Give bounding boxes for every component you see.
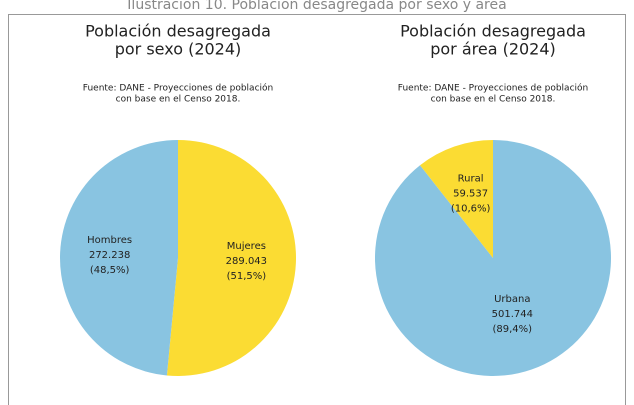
chart-title: por área (2024) [430,40,556,59]
slice-percent: (10,6%) [451,203,491,214]
frame [8,14,626,405]
chart-title: Población desagregada [85,22,271,41]
pie-slice [166,140,297,376]
chart-subtitle: Fuente: DANE - Proyecciones de población [83,83,273,94]
slice-value: 289.043 [226,256,267,267]
chart-title: por sexo (2024) [115,40,242,59]
slice-value: 501.744 [492,309,533,320]
caption: Ilustración 10. Población desagregada po… [127,0,506,13]
chart-title: Población desagregada [400,22,586,41]
slice-value: 272.238 [89,250,130,261]
chart-subtitle: con base en el Censo 2018. [116,95,241,105]
slice-name: Mujeres [227,241,266,252]
slice-name: Hombres [87,235,132,246]
chart-subtitle: con base en el Censo 2018. [431,95,556,105]
slice-value: 59.537 [453,188,488,199]
chart-subtitle: Fuente: DANE - Proyecciones de población [398,83,588,94]
slice-name: Urbana [494,294,530,305]
slice-name: Rural [458,173,484,184]
pie-slice [60,140,178,376]
pie-slice [420,140,493,258]
slice-percent: (51,5%) [227,271,267,282]
slice-percent: (89,4%) [493,324,533,335]
slice-percent: (48,5%) [90,265,130,276]
